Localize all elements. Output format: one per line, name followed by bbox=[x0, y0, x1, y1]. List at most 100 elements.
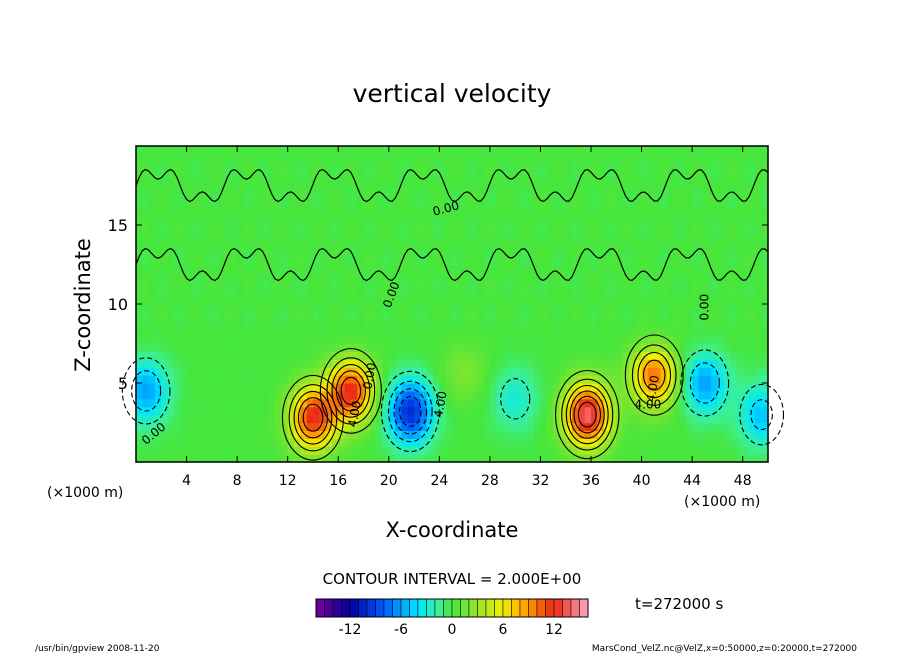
field-cell bbox=[312, 383, 320, 392]
field-cell bbox=[363, 185, 371, 194]
field-cell bbox=[136, 343, 143, 352]
field-cell bbox=[256, 319, 263, 329]
field-cell bbox=[489, 430, 497, 439]
field-cell bbox=[439, 146, 447, 155]
field-cell bbox=[628, 240, 636, 250]
field-cell bbox=[192, 446, 200, 455]
field-cell bbox=[730, 311, 737, 321]
colorbar bbox=[315, 598, 589, 618]
field-cell bbox=[395, 240, 403, 250]
field-cell bbox=[603, 272, 611, 281]
field-cell bbox=[641, 280, 649, 289]
field-cell bbox=[553, 446, 561, 455]
field-cell bbox=[597, 351, 605, 360]
field-cell bbox=[704, 311, 712, 321]
field-cell bbox=[331, 161, 339, 171]
field-cell bbox=[711, 232, 719, 242]
field-cell bbox=[584, 240, 592, 250]
field-cell bbox=[136, 201, 143, 210]
field-cell bbox=[755, 217, 763, 226]
field-cell bbox=[603, 280, 611, 289]
field-cell bbox=[445, 201, 453, 210]
field-cell bbox=[717, 161, 725, 171]
field-cell bbox=[167, 161, 175, 171]
field-cell bbox=[161, 296, 169, 305]
field-cell bbox=[294, 383, 301, 392]
field-cell bbox=[736, 209, 744, 218]
field-cell bbox=[312, 430, 320, 439]
field-cell bbox=[584, 311, 592, 321]
field-cell bbox=[761, 161, 769, 171]
field-cell bbox=[325, 296, 333, 305]
field-cell bbox=[641, 201, 649, 210]
field-cell bbox=[230, 375, 238, 384]
field-cell bbox=[692, 153, 700, 163]
field-cell bbox=[281, 367, 289, 376]
field-cell bbox=[717, 367, 725, 376]
field-cell bbox=[654, 304, 662, 313]
field-cell bbox=[338, 209, 346, 218]
field-cell bbox=[527, 209, 535, 218]
field-cell bbox=[597, 161, 605, 171]
field-cell bbox=[749, 296, 756, 305]
field-cell bbox=[256, 359, 263, 368]
field-cell bbox=[761, 177, 769, 187]
field-cell bbox=[736, 280, 744, 289]
field-cell bbox=[275, 177, 282, 187]
field-cell bbox=[692, 367, 700, 376]
field-cell bbox=[142, 264, 150, 273]
field-cell bbox=[294, 264, 301, 273]
field-cell bbox=[363, 256, 371, 266]
field-cell bbox=[249, 272, 257, 281]
field-cell bbox=[161, 264, 169, 273]
field-cell bbox=[433, 311, 440, 321]
field-cell bbox=[306, 193, 314, 202]
field-cell bbox=[414, 161, 421, 171]
field-cell bbox=[477, 185, 485, 194]
field-cell bbox=[660, 304, 668, 313]
field-cell bbox=[401, 327, 409, 337]
field-cell bbox=[591, 280, 598, 289]
field-cell bbox=[704, 375, 712, 384]
field-cell bbox=[338, 177, 346, 187]
field-cell bbox=[148, 319, 156, 329]
colorbar-segment bbox=[349, 598, 359, 618]
field-cell bbox=[704, 406, 712, 416]
field-cell bbox=[742, 240, 750, 250]
field-cell bbox=[559, 232, 567, 242]
field-cell bbox=[521, 327, 529, 337]
field-cell bbox=[704, 343, 712, 352]
field-cell bbox=[546, 422, 554, 431]
field-cell bbox=[401, 367, 409, 376]
field-cell bbox=[211, 232, 219, 242]
field-cell bbox=[540, 225, 548, 234]
field-cell bbox=[692, 390, 700, 400]
field-cell bbox=[578, 304, 586, 313]
field-cell bbox=[338, 359, 346, 368]
field-cell bbox=[173, 367, 181, 376]
field-cell bbox=[230, 406, 238, 416]
field-cell bbox=[496, 240, 504, 250]
field-cell bbox=[736, 256, 744, 266]
x-tick-label: 32 bbox=[532, 473, 550, 489]
field-cell bbox=[142, 390, 150, 400]
field-cell bbox=[205, 367, 213, 376]
field-cell bbox=[464, 454, 472, 463]
field-cell bbox=[186, 375, 194, 384]
field-cell bbox=[761, 209, 769, 218]
field-cell bbox=[319, 351, 327, 360]
field-cell bbox=[730, 146, 737, 155]
field-cell bbox=[610, 383, 617, 392]
field-cell bbox=[180, 398, 188, 408]
field-cell bbox=[559, 359, 567, 368]
field-cell bbox=[426, 201, 434, 210]
field-cell bbox=[256, 280, 263, 289]
field-cell bbox=[325, 264, 333, 273]
field-cell bbox=[572, 280, 579, 289]
field-cell bbox=[439, 169, 447, 179]
field-cell bbox=[167, 272, 175, 281]
field-cell bbox=[452, 438, 459, 447]
field-cell bbox=[237, 161, 245, 171]
field-cell bbox=[161, 217, 169, 226]
field-cell bbox=[401, 217, 409, 226]
